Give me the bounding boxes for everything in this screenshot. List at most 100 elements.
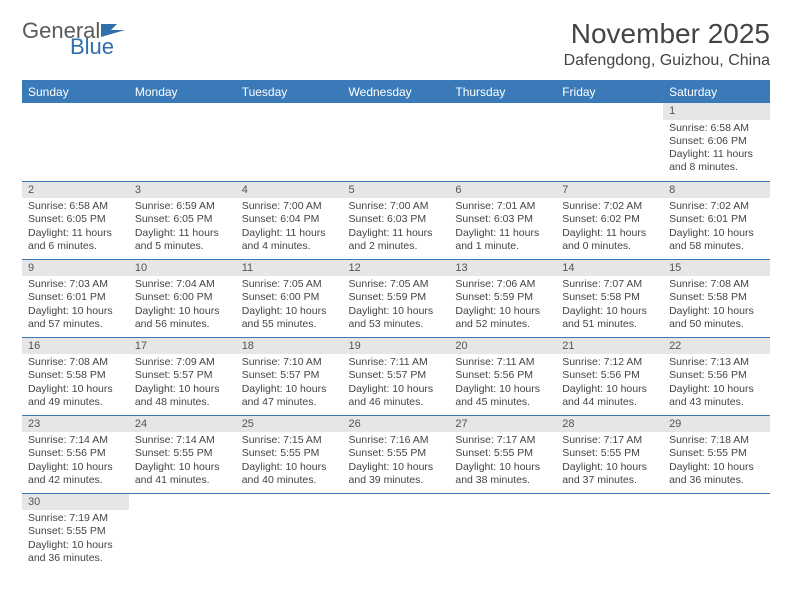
sunset-text: Sunset: 6:01 PM <box>28 291 123 304</box>
calendar-day: 18Sunrise: 7:10 AMSunset: 5:57 PMDayligh… <box>236 337 343 415</box>
calendar-day: 5Sunrise: 7:00 AMSunset: 6:03 PMDaylight… <box>343 181 450 259</box>
daylight-text: Daylight: 10 hours and 44 minutes. <box>562 383 657 409</box>
sunrise-text: Sunrise: 7:07 AM <box>562 278 657 291</box>
day-content: Sunrise: 7:03 AMSunset: 6:01 PMDaylight:… <box>22 276 129 334</box>
sunrise-text: Sunrise: 6:58 AM <box>669 122 764 135</box>
sunset-text: Sunset: 6:02 PM <box>562 213 657 226</box>
day-header: Sunday <box>22 81 129 104</box>
calendar-day: 3Sunrise: 6:59 AMSunset: 6:05 PMDaylight… <box>129 181 236 259</box>
sunrise-text: Sunrise: 6:59 AM <box>135 200 230 213</box>
day-content: Sunrise: 7:09 AMSunset: 5:57 PMDaylight:… <box>129 354 236 412</box>
sunset-text: Sunset: 6:05 PM <box>28 213 123 226</box>
calendar-day: 16Sunrise: 7:08 AMSunset: 5:58 PMDayligh… <box>22 337 129 415</box>
daylight-text: Daylight: 10 hours and 41 minutes. <box>135 461 230 487</box>
day-content: Sunrise: 7:06 AMSunset: 5:59 PMDaylight:… <box>449 276 556 334</box>
day-number: 22 <box>663 338 770 355</box>
day-content: Sunrise: 7:05 AMSunset: 6:00 PMDaylight:… <box>236 276 343 334</box>
sunset-text: Sunset: 5:56 PM <box>455 369 550 382</box>
calendar-day: 1Sunrise: 6:58 AMSunset: 6:06 PMDaylight… <box>663 103 770 181</box>
sunset-text: Sunset: 5:55 PM <box>562 447 657 460</box>
daylight-text: Daylight: 11 hours and 5 minutes. <box>135 227 230 253</box>
sunrise-text: Sunrise: 7:16 AM <box>349 434 444 447</box>
day-number: 5 <box>343 182 450 199</box>
calendar-day: 9Sunrise: 7:03 AMSunset: 6:01 PMDaylight… <box>22 259 129 337</box>
sunset-text: Sunset: 5:55 PM <box>28 525 123 538</box>
day-number: 26 <box>343 416 450 433</box>
calendar-day-empty <box>236 493 343 571</box>
daylight-text: Daylight: 10 hours and 43 minutes. <box>669 383 764 409</box>
day-content: Sunrise: 7:02 AMSunset: 6:01 PMDaylight:… <box>663 198 770 256</box>
daylight-text: Daylight: 10 hours and 45 minutes. <box>455 383 550 409</box>
day-content: Sunrise: 7:00 AMSunset: 6:03 PMDaylight:… <box>343 198 450 256</box>
sunrise-text: Sunrise: 7:19 AM <box>28 512 123 525</box>
day-content: Sunrise: 7:02 AMSunset: 6:02 PMDaylight:… <box>556 198 663 256</box>
sunrise-text: Sunrise: 7:12 AM <box>562 356 657 369</box>
daylight-text: Daylight: 10 hours and 36 minutes. <box>28 539 123 565</box>
day-number: 11 <box>236 260 343 277</box>
daylight-text: Daylight: 10 hours and 53 minutes. <box>349 305 444 331</box>
day-content: Sunrise: 7:08 AMSunset: 5:58 PMDaylight:… <box>22 354 129 412</box>
day-content: Sunrise: 7:17 AMSunset: 5:55 PMDaylight:… <box>556 432 663 490</box>
sunset-text: Sunset: 6:05 PM <box>135 213 230 226</box>
day-number: 29 <box>663 416 770 433</box>
calendar-day-empty <box>663 493 770 571</box>
day-header: Wednesday <box>343 81 450 104</box>
daylight-text: Daylight: 10 hours and 58 minutes. <box>669 227 764 253</box>
sunset-text: Sunset: 5:56 PM <box>562 369 657 382</box>
sunset-text: Sunset: 5:58 PM <box>28 369 123 382</box>
calendar-day: 26Sunrise: 7:16 AMSunset: 5:55 PMDayligh… <box>343 415 450 493</box>
calendar-day-empty <box>129 103 236 181</box>
day-number: 2 <box>22 182 129 199</box>
daylight-text: Daylight: 10 hours and 46 minutes. <box>349 383 444 409</box>
daylight-text: Daylight: 11 hours and 8 minutes. <box>669 148 764 174</box>
daylight-text: Daylight: 10 hours and 50 minutes. <box>669 305 764 331</box>
day-number: 19 <box>343 338 450 355</box>
sunset-text: Sunset: 5:57 PM <box>242 369 337 382</box>
daylight-text: Daylight: 11 hours and 1 minute. <box>455 227 550 253</box>
calendar-day: 29Sunrise: 7:18 AMSunset: 5:55 PMDayligh… <box>663 415 770 493</box>
day-header: Thursday <box>449 81 556 104</box>
calendar-day: 25Sunrise: 7:15 AMSunset: 5:55 PMDayligh… <box>236 415 343 493</box>
day-content: Sunrise: 7:00 AMSunset: 6:04 PMDaylight:… <box>236 198 343 256</box>
calendar-day: 24Sunrise: 7:14 AMSunset: 5:55 PMDayligh… <box>129 415 236 493</box>
day-header: Friday <box>556 81 663 104</box>
sunset-text: Sunset: 5:58 PM <box>669 291 764 304</box>
day-number: 23 <box>22 416 129 433</box>
daylight-text: Daylight: 11 hours and 2 minutes. <box>349 227 444 253</box>
calendar-week: 30Sunrise: 7:19 AMSunset: 5:55 PMDayligh… <box>22 493 770 571</box>
calendar-day-empty <box>22 103 129 181</box>
calendar-day-empty <box>556 103 663 181</box>
daylight-text: Daylight: 10 hours and 38 minutes. <box>455 461 550 487</box>
day-content: Sunrise: 7:15 AMSunset: 5:55 PMDaylight:… <box>236 432 343 490</box>
sunset-text: Sunset: 5:55 PM <box>135 447 230 460</box>
day-number: 1 <box>663 103 770 120</box>
day-number: 16 <box>22 338 129 355</box>
calendar-day: 15Sunrise: 7:08 AMSunset: 5:58 PMDayligh… <box>663 259 770 337</box>
day-content: Sunrise: 7:14 AMSunset: 5:55 PMDaylight:… <box>129 432 236 490</box>
sunset-text: Sunset: 5:57 PM <box>135 369 230 382</box>
calendar-day: 30Sunrise: 7:19 AMSunset: 5:55 PMDayligh… <box>22 493 129 571</box>
day-header: Monday <box>129 81 236 104</box>
day-number: 14 <box>556 260 663 277</box>
sunset-text: Sunset: 6:00 PM <box>242 291 337 304</box>
day-content: Sunrise: 7:08 AMSunset: 5:58 PMDaylight:… <box>663 276 770 334</box>
sunset-text: Sunset: 6:03 PM <box>455 213 550 226</box>
sunset-text: Sunset: 5:55 PM <box>242 447 337 460</box>
sunset-text: Sunset: 5:56 PM <box>669 369 764 382</box>
calendar-day: 22Sunrise: 7:13 AMSunset: 5:56 PMDayligh… <box>663 337 770 415</box>
day-content: Sunrise: 7:17 AMSunset: 5:55 PMDaylight:… <box>449 432 556 490</box>
calendar-day: 28Sunrise: 7:17 AMSunset: 5:55 PMDayligh… <box>556 415 663 493</box>
day-content: Sunrise: 6:59 AMSunset: 6:05 PMDaylight:… <box>129 198 236 256</box>
sunrise-text: Sunrise: 7:05 AM <box>349 278 444 291</box>
day-content: Sunrise: 6:58 AMSunset: 6:06 PMDaylight:… <box>663 120 770 178</box>
calendar-day-empty <box>129 493 236 571</box>
daylight-text: Daylight: 10 hours and 42 minutes. <box>28 461 123 487</box>
daylight-text: Daylight: 10 hours and 36 minutes. <box>669 461 764 487</box>
daylight-text: Daylight: 10 hours and 47 minutes. <box>242 383 337 409</box>
daylight-text: Daylight: 10 hours and 57 minutes. <box>28 305 123 331</box>
day-header: Tuesday <box>236 81 343 104</box>
sunset-text: Sunset: 5:58 PM <box>562 291 657 304</box>
sunset-text: Sunset: 5:55 PM <box>669 447 764 460</box>
calendar-day: 11Sunrise: 7:05 AMSunset: 6:00 PMDayligh… <box>236 259 343 337</box>
day-content: Sunrise: 7:13 AMSunset: 5:56 PMDaylight:… <box>663 354 770 412</box>
